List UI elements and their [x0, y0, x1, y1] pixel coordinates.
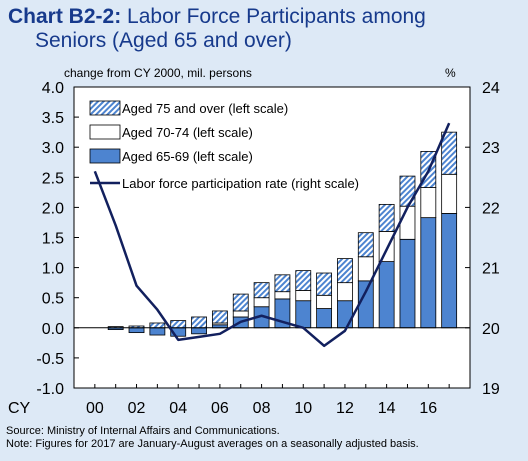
left-tick-label: 0.5	[42, 291, 64, 308]
x-tick-label: 08	[253, 400, 271, 417]
bar-aged-70-74	[357, 256, 374, 282]
bar-aged-65-69	[191, 327, 207, 335]
right-axis-unit: %	[445, 66, 456, 80]
bar-aged-75-over	[357, 232, 374, 258]
bar-aged-65-69	[378, 261, 395, 329]
left-tick-label: 3.5	[42, 110, 64, 127]
right-tick-label: 24	[482, 80, 500, 97]
chart-title-line2: Seniors (Aged 65 and over)	[35, 29, 292, 52]
bar-aged-70-74	[337, 282, 353, 302]
left-tick-label: 0.0	[42, 321, 64, 338]
x-tick-label: 00	[86, 400, 104, 417]
x-tick-label: 14	[378, 400, 396, 417]
participation-rate-line	[93, 122, 451, 348]
right-tick-label: 21	[482, 261, 500, 278]
bar-aged-75-over	[211, 310, 228, 324]
left-tick-label: 3.0	[42, 140, 64, 157]
x-tick-label: 16	[419, 400, 437, 417]
right-tick-label: 22	[482, 200, 500, 217]
x-axis-label: CY	[8, 400, 31, 417]
chart-title-line1: Labor Force Participants among	[127, 5, 426, 28]
bar-aged-65-69	[441, 213, 458, 329]
legend-aged-70-74-swatch	[89, 124, 121, 140]
bar-aged-70-74	[378, 231, 395, 262]
chart-title: Chart B2-2: Labor Force Participants amo…	[8, 6, 523, 27]
bar-aged-75-over	[441, 131, 458, 175]
bar-aged-75-over	[191, 316, 207, 329]
bar-aged-75-over	[316, 272, 333, 296]
bar-aged-70-74	[399, 205, 416, 240]
left-tick-label: 2.0	[42, 200, 64, 217]
bar-aged-70-74	[232, 310, 249, 318]
bar-aged-75-over	[274, 274, 291, 293]
bar-aged-65-69	[357, 280, 374, 329]
left-tick-label: 1.5	[42, 231, 64, 248]
bar-aged-70-74	[274, 291, 291, 300]
bar-aged-65-69	[316, 308, 333, 329]
source-note: Source: Ministry of Internal Affairs and…	[6, 425, 280, 437]
x-tick-label: 04	[169, 400, 187, 417]
x-tick-label: 06	[211, 400, 229, 417]
x-tick-label: 02	[128, 400, 146, 417]
bar-aged-70-74	[441, 173, 458, 214]
bar-aged-65-69	[128, 327, 145, 334]
bar-aged-70-74	[420, 187, 437, 219]
bar-aged-70-74	[316, 294, 333, 309]
legend-aged-75-over-label: Aged 75 and over (left scale)	[122, 101, 288, 116]
bar-aged-75-over	[337, 258, 353, 284]
bar-aged-75-over	[149, 322, 166, 329]
bar-aged-75-over	[378, 203, 395, 232]
left-tick-label: -1.0	[36, 381, 64, 398]
bar-aged-65-69	[149, 327, 166, 336]
bar-aged-65-69	[420, 217, 437, 329]
bar-aged-65-69	[337, 300, 353, 329]
legend-aged-70-74-label: Aged 70-74 (left scale)	[122, 125, 253, 140]
legend-participation-label: Labor force participation rate (right sc…	[122, 176, 359, 191]
left-tick-label: -0.5	[36, 351, 64, 368]
bar-aged-70-74	[253, 297, 270, 308]
x-tick-label: 12	[336, 400, 354, 417]
left-tick-label: 4.0	[42, 80, 64, 97]
bar-aged-75-over	[253, 282, 270, 299]
x-tick-label: 10	[294, 400, 312, 417]
left-tick-label: 2.5	[42, 170, 64, 187]
bar-aged-75-over	[399, 175, 416, 207]
data-note: Note: Figures for 2017 are January-Augus…	[6, 438, 419, 450]
bar-aged-75-over	[232, 293, 249, 312]
left-axis-unit: change from CY 2000, mil. persons	[64, 66, 252, 80]
chart-number: Chart B2-2:	[8, 5, 122, 28]
bar-aged-75-over	[295, 270, 312, 291]
legend-aged-75-over-swatch	[89, 100, 121, 116]
bar-aged-75-over	[170, 320, 187, 329]
right-tick-label: 23	[482, 140, 500, 157]
legend-aged-65-69-label: Aged 65-69 (left scale)	[122, 149, 253, 164]
legend-aged-65-69-swatch	[89, 148, 121, 164]
bar-aged-65-69	[399, 238, 416, 329]
right-tick-label: 19	[482, 381, 500, 398]
right-tick-label: 20	[482, 321, 500, 338]
bar-aged-65-69	[295, 300, 312, 329]
left-tick-label: 1.0	[42, 261, 64, 278]
bar-aged-70-74	[295, 290, 312, 302]
